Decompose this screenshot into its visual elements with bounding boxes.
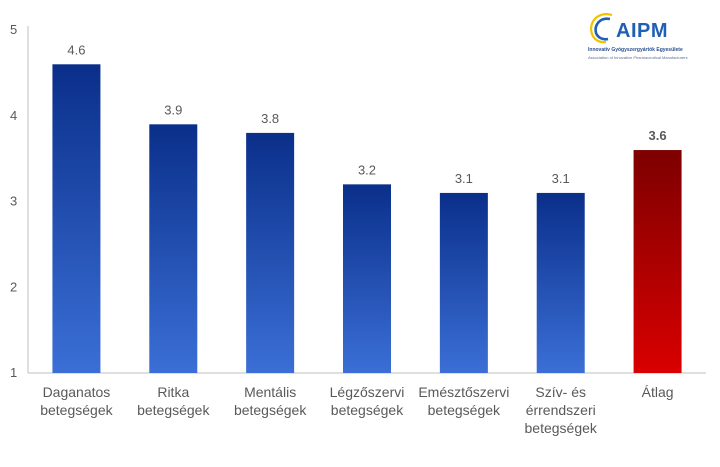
x-tick-label-line: betegségek [428,402,501,418]
bar-average [633,150,682,373]
data-label: 3.9 [164,102,182,117]
x-tick-label: Emésztőszervi betegségek [418,384,509,418]
logo-subtitle: Innovatív Gyógyszergyártók Egyesülete [588,47,683,53]
bar [149,124,198,373]
bar [439,192,488,373]
x-tick-label: Mentális betegségek [234,384,307,418]
x-tick-label-line: Emésztőszervi [418,384,509,400]
x-tick-label-line: betegségek [331,402,404,418]
data-label: 3.2 [358,162,376,177]
x-tick-label-line: betegségek [40,402,113,418]
y-tick-label: 1 [10,365,17,380]
data-label: 3.1 [455,171,473,186]
y-tick-label: 3 [10,194,17,209]
x-tick-label-line: Daganatos [43,384,111,400]
data-label: 3.8 [261,111,279,126]
x-tick-label-line: betegségek [234,402,307,418]
bar [536,192,585,373]
x-tick-label: Daganatos betegségek [40,384,113,418]
y-tick-label: 2 [10,279,17,294]
data-label: 4.6 [67,42,85,57]
x-tick-label-line: Ritka [157,384,189,400]
bar [343,184,391,373]
logo-swoosh-icon [590,13,613,44]
data-label: 3.6 [649,128,667,143]
x-tick-label: Szív- és érrendszeri betegségek [525,384,598,436]
x-tick-label-line: betegségek [525,420,598,436]
bar [246,132,295,373]
y-tick-label: 5 [10,22,17,37]
x-tick-label: Ritka betegségek [137,384,210,418]
x-tick-label: Átlag [642,384,674,400]
x-tick-label-line: Mentális [244,384,296,400]
logo-subtitle-en: Association of Innovative Pharmaceutical… [588,55,688,60]
x-tick-label-line: Átlag [642,384,674,400]
x-tick-label-line: betegségek [137,402,210,418]
x-tick-label-line: Légzőszervi [330,384,405,400]
logo-name: AIPM [616,20,668,42]
data-label: 3.1 [552,171,570,186]
x-tick-label-line: Szív- és [535,384,586,400]
aipm-logo: AIPM Innovatív Gyógyszergyártók Egyesüle… [586,10,696,68]
x-tick-label: Légzőszervi betegségek [330,384,405,418]
x-tick-label-line: érrendszeri [526,402,596,418]
y-tick-label: 4 [10,108,17,123]
bar [52,64,101,374]
